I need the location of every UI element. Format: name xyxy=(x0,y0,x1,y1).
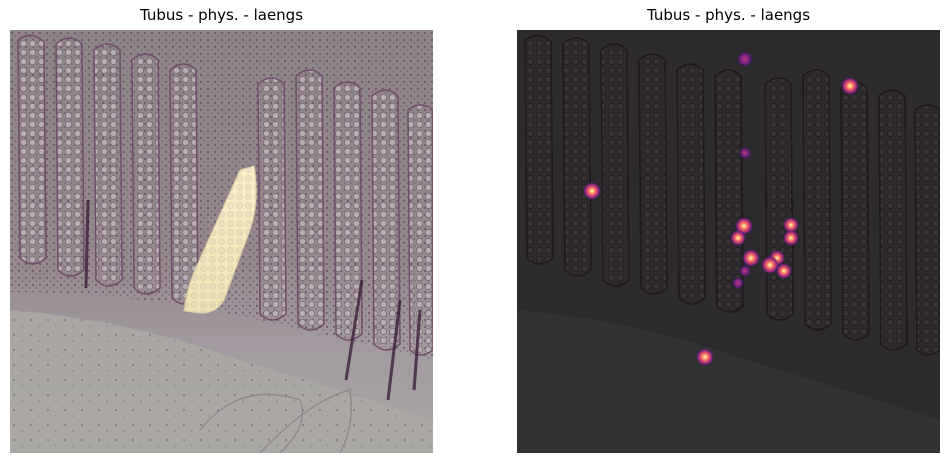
heat-spot xyxy=(841,77,859,95)
panel-left-title: Tubus - phys. - laengs xyxy=(10,6,433,24)
heat-spot xyxy=(739,265,751,277)
heat-spot xyxy=(776,263,792,279)
heat-spot xyxy=(730,230,746,246)
histology-image-with-mask xyxy=(10,30,433,453)
heat-spot xyxy=(737,51,753,67)
histology-image-with-heatmap xyxy=(517,30,940,453)
heat-spot xyxy=(783,230,799,246)
heat-spot xyxy=(732,277,744,289)
panel-left: Tubus - phys. - laengs xyxy=(10,0,433,463)
panel-right-title: Tubus - phys. - laengs xyxy=(517,6,940,24)
heat-spot xyxy=(739,147,751,159)
heat-spot xyxy=(742,249,760,267)
heat-spot xyxy=(696,348,714,366)
panel-right: Tubus - phys. - laengs xyxy=(517,0,940,463)
heat-spot xyxy=(583,182,601,200)
